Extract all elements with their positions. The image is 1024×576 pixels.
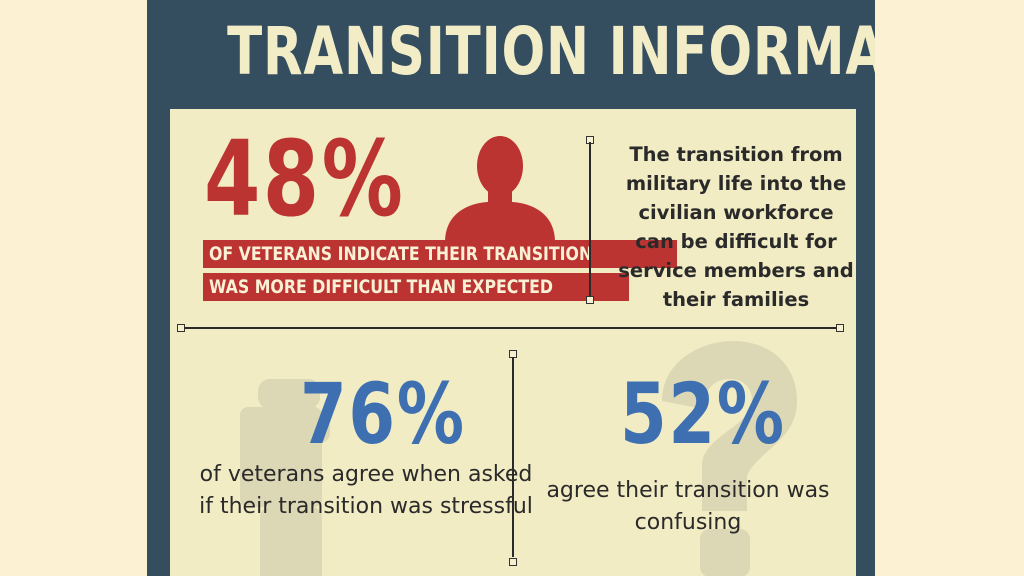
horizontal-divider (184, 327, 837, 329)
divider-endpoint (836, 324, 844, 332)
thumbs-down-icon (240, 379, 330, 576)
stat-52-value: 52% (620, 365, 786, 463)
stat-76-caption: of veterans agree when asked if their tr… (199, 462, 533, 519)
divider-endpoint (586, 296, 594, 304)
infographic-title: TRANSITION INFORMATION (227, 13, 875, 90)
transition-description: The transition from military life into t… (618, 143, 854, 311)
stat-48-value: 48% (204, 118, 406, 240)
vertical-divider-bottom (512, 357, 514, 557)
divider-endpoint (509, 558, 517, 566)
stat-76-value: 76% (300, 365, 466, 463)
content-panel: 48% OF VETERANS INDICATE THEIR TRANSITIO… (170, 109, 856, 576)
stat-48-caption-line2: WAS MORE DIFFICULT THAN EXPECTED (203, 273, 630, 301)
stat-48-caption-line1: OF VETERANS INDICATE THEIR TRANSITION (203, 240, 677, 268)
question-mark-icon (662, 341, 797, 576)
stat-52-caption: agree their transition was confusing (546, 478, 830, 535)
person-icon (445, 136, 555, 242)
vertical-divider-top (589, 142, 591, 298)
infographic-poster: TRANSITION INFORMATION 48% (147, 0, 875, 576)
